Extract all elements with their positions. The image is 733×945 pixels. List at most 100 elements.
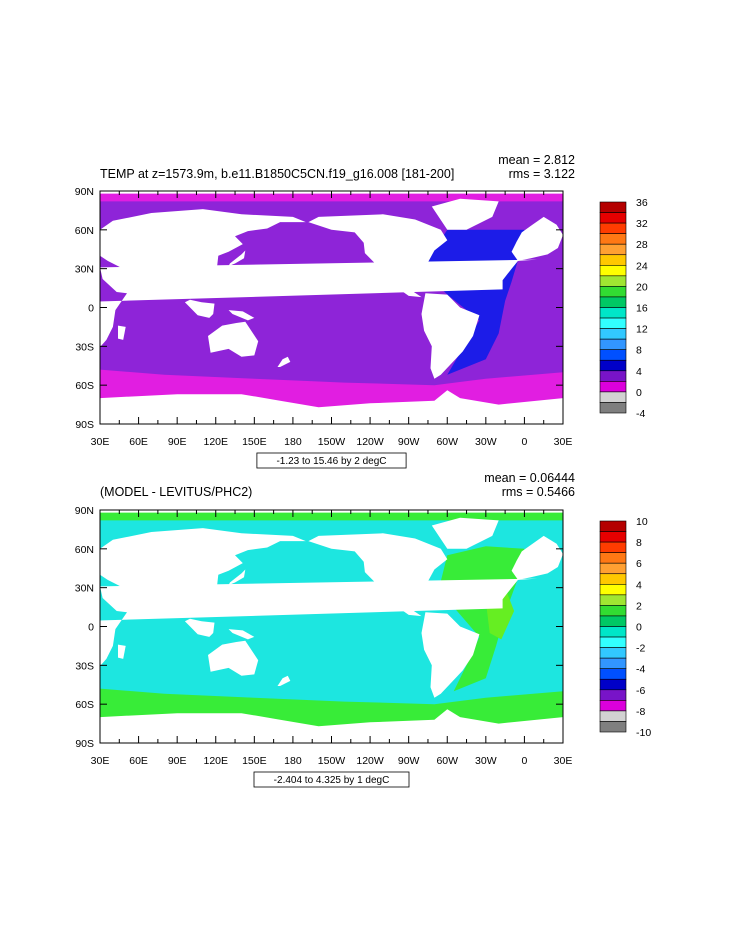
landmass <box>511 216 563 261</box>
y-tick-label: 60N <box>75 544 94 556</box>
colorbar-segment <box>599 615 627 627</box>
landmass <box>431 198 499 230</box>
panel-title: TEMP at z=1573.9m, b.e11.B1850C5CN.f19_g… <box>100 167 454 181</box>
colorbar-label: 16 <box>636 303 648 315</box>
x-tick-label: 90E <box>168 755 187 767</box>
colorbar-label: 0 <box>636 387 642 399</box>
landmass <box>184 618 215 637</box>
x-tick-label: 180 <box>284 755 302 767</box>
landmass <box>228 310 255 321</box>
colorbar-segment <box>599 296 627 308</box>
x-tick-label: 180 <box>284 436 302 448</box>
landmass <box>100 209 306 298</box>
mean-stat: mean = 0.06444 <box>484 471 575 485</box>
colorbar-segment <box>599 520 627 532</box>
landmass <box>308 533 448 617</box>
colorbar-segment <box>599 573 627 585</box>
colorbar-label: 28 <box>636 239 648 251</box>
x-tick-label: 60W <box>436 755 458 767</box>
landmass <box>208 640 259 676</box>
colorbar-segment <box>599 668 627 680</box>
panel-title: (MODEL - LEVITUS/PHC2) <box>100 485 252 499</box>
y-tick-label: 60S <box>75 380 94 392</box>
colorbar-label: 0 <box>636 622 642 634</box>
colorbar-segment <box>599 700 627 712</box>
y-tick-label: 0 <box>88 303 94 315</box>
x-tick-label: 60W <box>436 436 458 448</box>
colorbar-label: -6 <box>636 685 645 697</box>
colorbar-label: 2 <box>636 600 642 612</box>
landmass <box>228 569 246 586</box>
colorbar-segment <box>599 201 627 213</box>
colorbar-label: -2 <box>636 643 645 655</box>
contour-info-box <box>256 452 407 469</box>
landmass <box>118 644 126 659</box>
x-tick-label: 120W <box>356 755 384 767</box>
landmass <box>277 675 291 686</box>
rms-stat: rms = 0.5466 <box>502 485 575 499</box>
x-tick-label: 30E <box>554 755 573 767</box>
x-tick-label: 30E <box>91 755 110 767</box>
x-tick-label: 120E <box>203 436 228 448</box>
contour-info: -2.404 to 4.325 by 1 degC <box>274 775 390 786</box>
x-tick-label: 150E <box>242 755 267 767</box>
colorbar-segment <box>599 370 627 382</box>
rms-stat: rms = 3.122 <box>509 167 575 181</box>
colorbar-label: 32 <box>636 218 648 230</box>
colorbar-label: 4 <box>636 366 642 378</box>
colorbar-segment <box>599 264 627 277</box>
colorbar-label: 6 <box>636 558 642 570</box>
x-tick-label: 120E <box>203 755 228 767</box>
x-tick-label: 90W <box>398 436 420 448</box>
colorbar-segment <box>599 243 627 256</box>
landmass <box>421 293 480 379</box>
colorbar-segment <box>599 254 627 266</box>
y-tick-label: 90S <box>75 419 94 431</box>
colorbar-segment <box>599 286 627 298</box>
colorbar-segment <box>599 391 627 403</box>
colorbar-segment <box>599 381 627 393</box>
colorbar-label: 8 <box>636 345 642 357</box>
colorbar-label: 8 <box>636 537 642 549</box>
colorbar-segment <box>599 583 627 596</box>
colorbar-segment <box>599 605 627 617</box>
x-tick-label: 120W <box>356 436 384 448</box>
colorbar-segment <box>599 349 627 361</box>
x-tick-label: 0 <box>521 755 527 767</box>
colorbar-segment <box>599 222 627 234</box>
y-tick-label: 30N <box>75 264 94 276</box>
colorbar-label: 10 <box>636 516 648 528</box>
colorbar-segment <box>599 275 627 287</box>
landmass <box>118 325 126 340</box>
colorbar-label: -8 <box>636 706 645 718</box>
y-tick-label: 0 <box>88 622 94 634</box>
colorbar-segment <box>599 552 627 564</box>
y-tick-label: 90S <box>75 738 94 750</box>
y-tick-label: 90N <box>75 186 94 198</box>
y-tick-label: 30S <box>75 660 94 672</box>
colorbar-segment <box>599 678 627 691</box>
colorbar-segment <box>599 233 627 245</box>
y-tick-label: 30N <box>75 583 94 595</box>
colorbar-segment <box>599 647 627 659</box>
colorbar-segment <box>599 562 627 575</box>
landmass <box>421 612 480 698</box>
colorbar-label: 20 <box>636 281 648 293</box>
colorbar-segment <box>599 317 627 329</box>
landmass <box>431 517 499 549</box>
x-tick-label: 90W <box>398 755 420 767</box>
colorbar-segment <box>599 594 627 606</box>
colorbar-segment <box>599 212 627 224</box>
landmass <box>208 321 259 357</box>
x-tick-label: 150W <box>318 436 346 448</box>
colorbar-segment <box>599 338 627 350</box>
colorbar-segment <box>599 531 627 543</box>
landmass <box>184 299 215 318</box>
map-panel-1: 30E 60E 90E 120E 150E 180 150W 120W 90W 60W 30W 0 30… <box>73 153 648 469</box>
colorbar-label: 12 <box>636 324 648 336</box>
colorbar-label: -4 <box>636 664 645 676</box>
colorbar-segment <box>599 721 627 733</box>
map-panel-2: 30E 60E 90E 120E 150E 180 150W 120W 90W 60W 30W 0 30… <box>73 471 651 788</box>
contour-info-box <box>253 771 410 788</box>
x-tick-label: 30W <box>475 436 497 448</box>
